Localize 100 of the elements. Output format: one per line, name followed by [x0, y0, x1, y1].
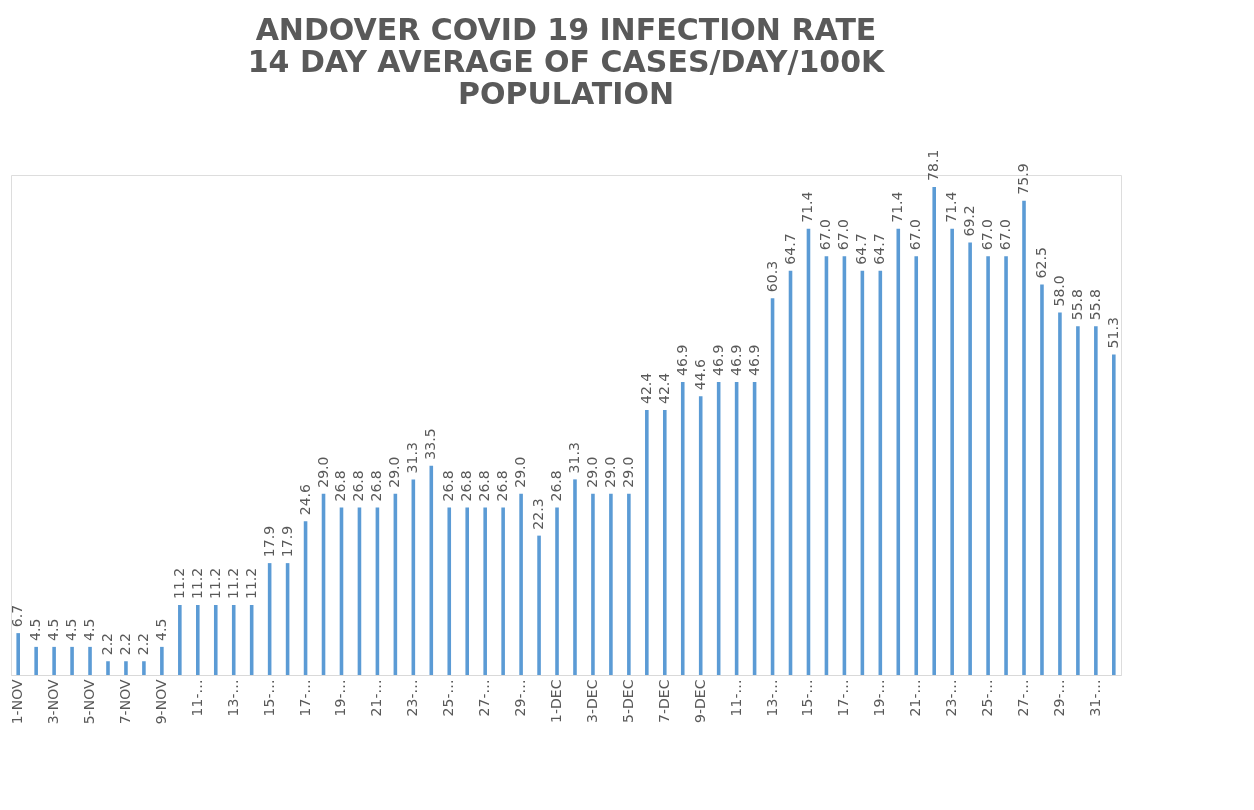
data-label: 6.7: [9, 604, 26, 628]
data-label: 4.5: [63, 618, 80, 641]
bar: [52, 646, 56, 675]
bar: [70, 646, 74, 675]
bar: [231, 605, 236, 675]
bar: [1058, 312, 1062, 675]
bar: [1112, 354, 1116, 675]
x-tick-label: 17-…: [835, 679, 852, 717]
x-tick-label: 13-…: [763, 679, 780, 717]
data-label: 67.0: [835, 219, 852, 251]
data-label: 78.1: [925, 149, 942, 181]
bar: [124, 661, 128, 675]
bar: [519, 493, 523, 675]
data-label: 29.0: [619, 456, 636, 488]
data-label: 46.9: [709, 344, 726, 376]
data-label: 17.9: [260, 525, 277, 558]
data-label: 22.3: [530, 498, 547, 530]
data-label: 31.3: [404, 442, 421, 474]
data-label: 67.0: [907, 219, 924, 251]
bar: [573, 479, 577, 675]
bar: [932, 186, 936, 675]
data-label: 26.8: [332, 470, 349, 502]
bar: [88, 646, 92, 675]
x-tick-label: 7-DEC: [655, 679, 672, 723]
x-tick-label: 27-…: [476, 679, 493, 717]
x-tick-label: 17-…: [296, 679, 313, 717]
data-label: 69.2: [961, 205, 978, 237]
bar: [950, 228, 954, 675]
x-tick-label: 1-DEC: [548, 679, 565, 723]
data-label: 4.5: [27, 618, 44, 641]
bar: [16, 633, 20, 675]
x-tick-label: 29-…: [1050, 679, 1067, 717]
bar: [1022, 200, 1026, 675]
data-label: 4.5: [45, 618, 62, 641]
bar: [483, 507, 487, 675]
data-label: 46.9: [727, 344, 744, 376]
data-label: 42.4: [655, 372, 672, 404]
data-label: 71.4: [799, 191, 816, 223]
bar: [501, 507, 505, 675]
data-label: 11.2: [242, 567, 259, 599]
bar: [555, 507, 559, 675]
x-tick-label: 23-…: [943, 679, 960, 717]
bar: [914, 256, 919, 675]
data-label: 29.0: [601, 456, 618, 488]
bar: [196, 605, 200, 675]
data-label: 29.0: [386, 456, 403, 488]
data-label: 29.0: [512, 456, 529, 488]
x-tick-label: 15-…: [260, 679, 277, 717]
data-label: 17.9: [278, 525, 295, 558]
x-tick-label: 19-…: [332, 679, 349, 717]
data-label: 51.3: [1104, 317, 1121, 349]
data-label: 71.4: [889, 191, 906, 223]
data-label: 11.2: [188, 567, 205, 599]
bar: [213, 605, 218, 675]
data-label: 11.2: [224, 567, 241, 599]
data-label: 26.8: [458, 470, 475, 502]
bar: [106, 661, 110, 675]
x-tick-label: 21-…: [368, 679, 385, 717]
bar: [968, 242, 972, 675]
x-tick-label: 31-…: [1086, 679, 1103, 717]
x-tick-label: 11-…: [727, 679, 744, 717]
data-label: 26.8: [440, 470, 457, 502]
x-tick-label: 3-NOV: [45, 679, 62, 725]
bar: [1076, 326, 1080, 675]
bar: [1040, 284, 1044, 675]
x-tick-label: 29-…: [512, 679, 529, 717]
bar: [142, 661, 146, 675]
x-tick-label: 5-NOV: [81, 679, 98, 725]
data-label: 33.5: [422, 428, 439, 460]
data-label: 75.9: [1015, 163, 1032, 195]
bar: [986, 256, 990, 675]
bar: [627, 493, 631, 675]
bar: [160, 646, 164, 675]
data-label: 24.6: [296, 483, 313, 516]
data-label: 26.8: [368, 470, 385, 502]
bar: [34, 646, 38, 675]
bar: [447, 507, 452, 675]
data-label: 11.2: [206, 567, 223, 599]
data-label: 4.5: [81, 618, 98, 641]
data-label: 4.5: [152, 618, 169, 641]
data-label: 31.3: [565, 442, 582, 474]
data-label: 64.7: [781, 233, 798, 265]
data-label: 46.9: [745, 344, 762, 376]
data-label: 64.7: [871, 233, 888, 265]
bar: [1094, 326, 1098, 675]
x-tick-label: 27-…: [1015, 679, 1032, 717]
data-label: 29.0: [583, 456, 600, 488]
x-tick-label: 11-…: [188, 679, 205, 717]
bar: [537, 535, 541, 675]
data-label: 26.8: [350, 470, 367, 502]
data-label: 67.0: [997, 219, 1014, 251]
data-label: 26.8: [476, 470, 493, 502]
data-label: 60.3: [763, 260, 780, 293]
data-label: 2.2: [98, 632, 115, 656]
data-label: 67.0: [817, 219, 834, 251]
data-label: 62.5: [1032, 247, 1049, 279]
x-tick-label: 13-…: [224, 679, 241, 717]
data-label: 42.4: [637, 372, 654, 404]
data-label: 26.8: [548, 470, 565, 502]
bar: [896, 228, 901, 675]
